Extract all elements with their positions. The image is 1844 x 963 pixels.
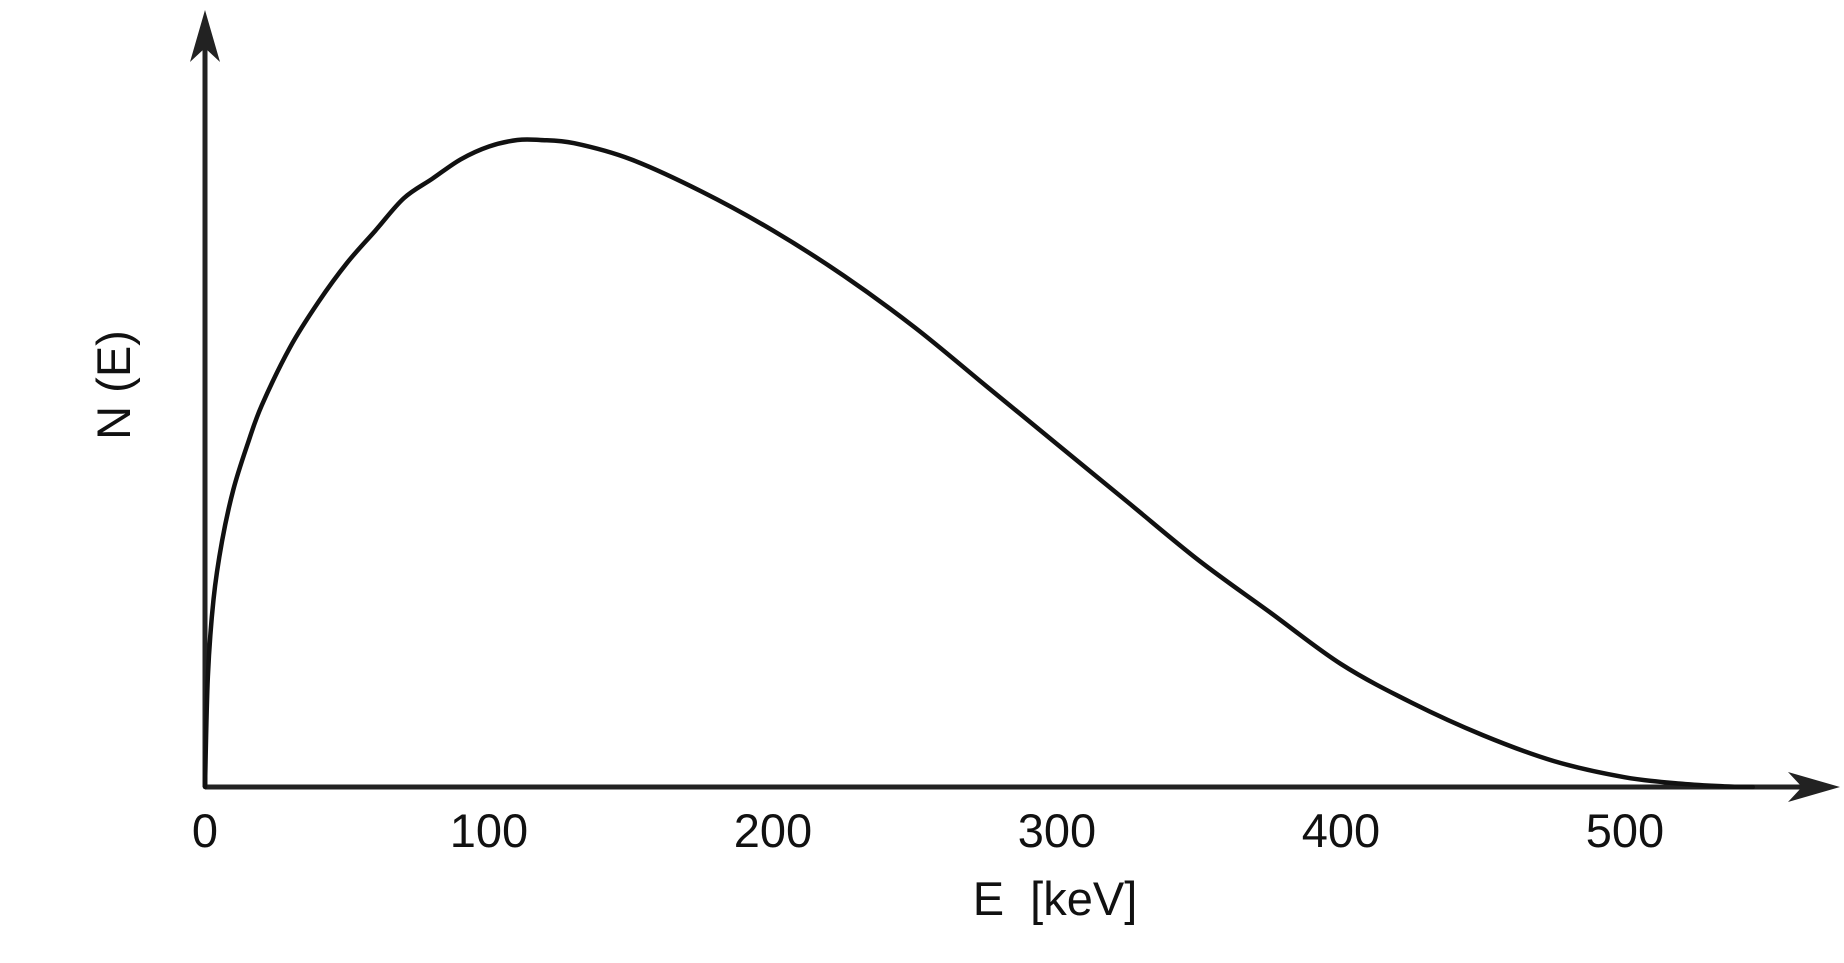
y-axis-title: N (E) xyxy=(87,330,140,440)
x-tick-label: 500 xyxy=(1586,804,1664,857)
y-axis-arrow xyxy=(190,10,220,62)
x-tick-label: 200 xyxy=(734,804,812,857)
axes xyxy=(190,10,1840,802)
x-tick-label: 400 xyxy=(1302,804,1380,857)
x-tick-label: 100 xyxy=(450,804,528,857)
x-axis-arrow xyxy=(1788,772,1840,802)
x-axis-title: E [keV] xyxy=(973,872,1138,925)
x-tick-label: 300 xyxy=(1018,804,1096,857)
series-line xyxy=(202,137,1756,790)
series-layer xyxy=(202,137,1756,790)
x-ticks: 0 100 200 300 400 500 xyxy=(192,804,1664,857)
x-tick-label: 0 xyxy=(192,804,218,857)
